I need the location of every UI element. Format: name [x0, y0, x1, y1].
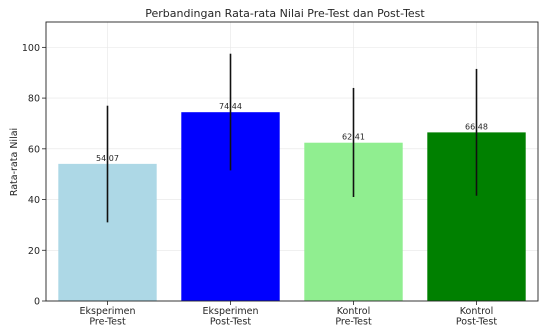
data-label-3: 66.48: [465, 122, 488, 131]
bars: [58, 112, 526, 302]
y-tick-label-80: 80: [28, 94, 40, 105]
chart-title: Perbandingan Rata-rata Nilai Pre-Test da…: [145, 7, 425, 20]
x-tick-label-0-1: Pre-Test: [89, 317, 126, 327]
y-tick-label-40: 40: [28, 195, 40, 206]
data-label-0: 54.07: [96, 154, 119, 163]
x-tick-label-2-1: Pre-Test: [335, 317, 372, 327]
data-label-1: 74.44: [219, 102, 242, 111]
data-label-2: 62.41: [342, 133, 365, 142]
axes: 020406080100EksperimenPre-TestEksperimen…: [22, 21, 539, 328]
y-tick-label-0: 0: [34, 297, 40, 308]
data-labels: 54.07 74.44 62.41 66.48: [96, 102, 488, 163]
y-tick-label-60: 60: [28, 144, 40, 155]
x-tick-label-0-0: Eksperimen: [80, 306, 136, 317]
y-axis-label: Rata-rata Nilai: [9, 128, 20, 196]
x-tick-label-2-0: Kontrol: [337, 306, 370, 317]
plot-frame: [45, 21, 539, 302]
y-tick-label-100: 100: [22, 43, 40, 54]
error-bars: [106, 53, 478, 223]
x-tick-label-1-1: Post-Test: [210, 317, 251, 327]
x-tick-label-3-1: Post-Test: [456, 317, 497, 327]
x-tick-label-3-0: Kontrol: [460, 306, 493, 317]
y-tick-label-20: 20: [28, 246, 40, 257]
x-tick-label-1-0: Eksperimen: [203, 306, 259, 317]
